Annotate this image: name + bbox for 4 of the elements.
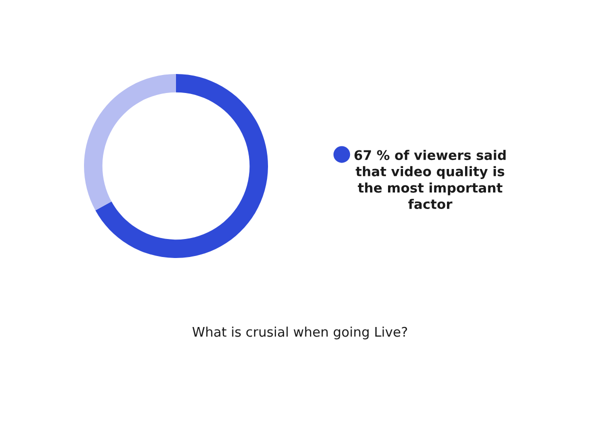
donut-slice [84, 74, 176, 210]
text: What is crusial when going Live? [192, 326, 408, 340]
legend-label: 67 % of viewers said that video quality is the most important factor [354, 150, 506, 210]
donut-slice [95, 74, 268, 258]
